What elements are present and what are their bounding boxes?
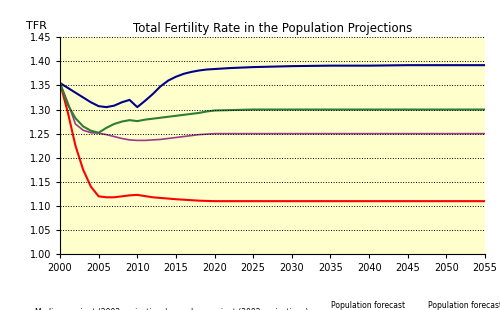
Legend: Medium variant (2002 projections), Low variant (2002 projections), Population fo: Medium variant (2002 projections), Low v… <box>17 301 500 310</box>
Text: TFR: TFR <box>26 21 47 31</box>
Title: Total Fertility Rate in the Population Projections: Total Fertility Rate in the Population P… <box>133 22 412 35</box>
